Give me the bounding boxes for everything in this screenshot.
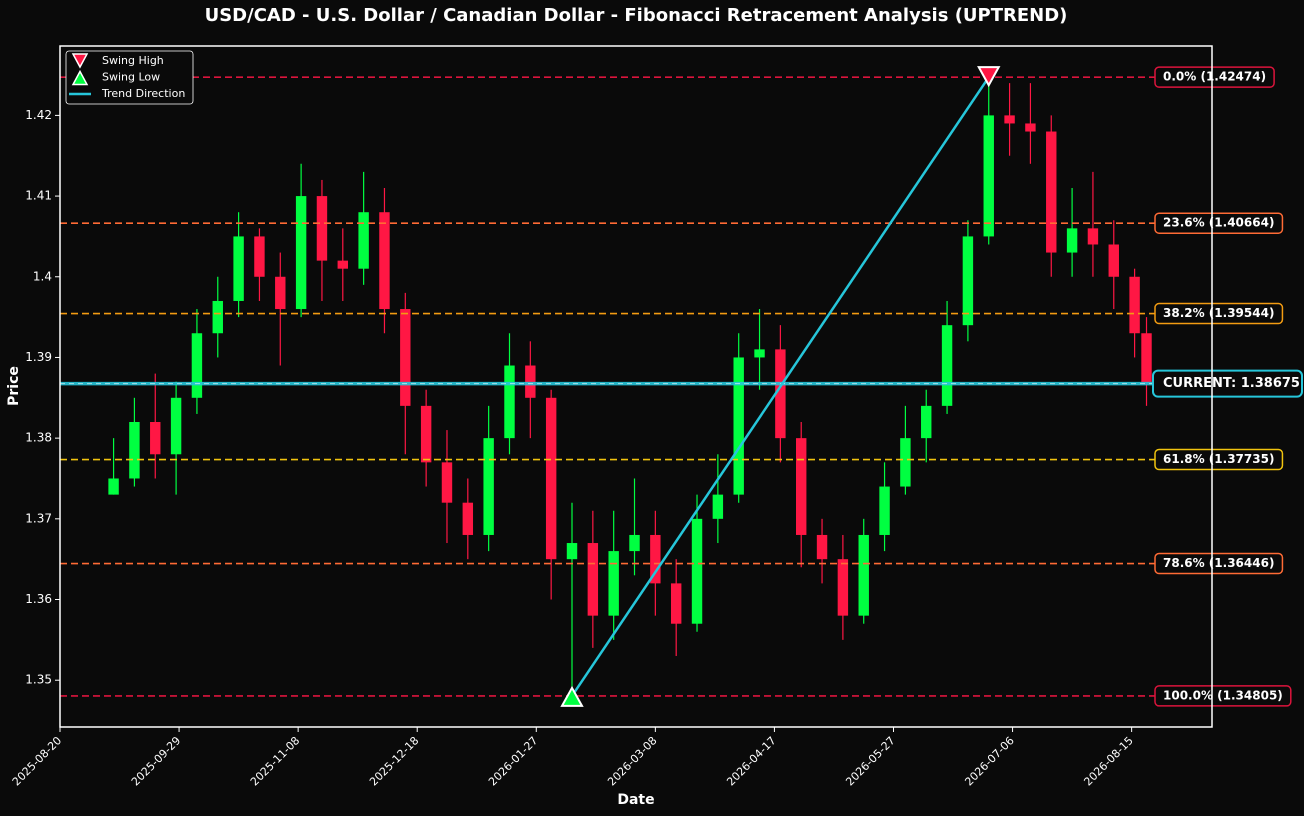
legend-box xyxy=(65,50,194,105)
y-tick-label: 1.38 xyxy=(25,431,52,445)
y-tick-label: 1.39 xyxy=(25,350,52,364)
chart-title: USD/CAD - U.S. Dollar / Canadian Dollar … xyxy=(205,5,1068,26)
y-tick-label: 1.4 xyxy=(33,269,52,283)
candle-body xyxy=(670,583,682,624)
candle-body xyxy=(129,422,140,479)
y-tick-label: 1.41 xyxy=(25,189,52,203)
candle-body xyxy=(400,309,411,406)
y-axis-label: Price xyxy=(6,366,22,406)
candle-body xyxy=(733,357,744,495)
legend-swing-low xyxy=(71,69,89,86)
candle-body xyxy=(754,349,765,358)
trend-line xyxy=(570,76,990,697)
candle-body xyxy=(712,494,724,519)
candle-body xyxy=(358,212,369,269)
candle-body xyxy=(462,502,474,535)
fib-label-box xyxy=(1154,448,1284,471)
y-tick-label: 1.42 xyxy=(25,108,52,122)
candle-body xyxy=(837,559,849,616)
candle-body xyxy=(566,543,578,560)
swing-high-marker xyxy=(977,66,1001,88)
fib-label: 78.6% (1.36446) xyxy=(1163,556,1274,570)
candle-body xyxy=(337,260,348,269)
fib-label: 100.0% (1.34805) xyxy=(1163,688,1283,702)
fib-label: 23.6% (1.40664) xyxy=(1163,216,1274,230)
candle-body xyxy=(983,115,994,237)
legend-label: Swing High xyxy=(102,54,164,67)
candles xyxy=(108,77,1152,696)
candle-body xyxy=(379,212,390,310)
current-price-label: CURRENT: 1.38675 xyxy=(1163,376,1300,391)
y-tick-label: 1.35 xyxy=(25,673,52,687)
candle-body xyxy=(483,438,494,535)
x-axis-label: Date xyxy=(617,792,654,808)
candle-body xyxy=(504,365,515,439)
candle-body xyxy=(1087,228,1099,245)
plot-area xyxy=(60,46,1212,727)
candle-body xyxy=(233,236,244,301)
candle-body xyxy=(275,276,286,310)
current-price-box xyxy=(1152,369,1303,398)
candle-body xyxy=(1046,131,1057,253)
candle-body xyxy=(316,196,328,261)
candle-body xyxy=(1004,115,1015,124)
candle-body xyxy=(295,196,307,310)
y-tick-label: 1.37 xyxy=(25,511,52,525)
candle-body xyxy=(650,534,661,584)
candle-body xyxy=(1129,276,1140,334)
candle-body xyxy=(816,534,828,560)
fib-label-box xyxy=(1154,685,1292,707)
fib-label-box xyxy=(1154,302,1284,325)
legend-label: Trend Direction xyxy=(101,87,185,100)
candle-body xyxy=(1066,228,1078,253)
candle-body xyxy=(545,397,557,560)
candle-body xyxy=(420,405,432,463)
fib-label-box xyxy=(1154,552,1284,575)
candle-body xyxy=(962,236,974,326)
candle-body xyxy=(629,534,640,552)
candle-body xyxy=(212,300,223,334)
candle-body xyxy=(941,325,953,406)
candle-body xyxy=(150,422,161,455)
candle-body xyxy=(775,349,786,439)
candle-body xyxy=(1108,244,1119,277)
candle-body xyxy=(858,534,869,616)
candle-body xyxy=(691,518,703,624)
candle-body xyxy=(1025,123,1036,132)
plot-border xyxy=(59,45,1213,728)
fib-label-box xyxy=(1154,212,1284,234)
legend-swing-high xyxy=(71,53,89,69)
candle-body xyxy=(170,397,182,455)
legend-label: Swing Low xyxy=(102,71,160,84)
candle-body xyxy=(108,478,119,495)
candle-body xyxy=(441,462,453,503)
fib-label: 0.0% (1.42474) xyxy=(1163,70,1266,84)
candle-body xyxy=(921,405,932,439)
fib-label: 61.8% (1.37735) xyxy=(1163,452,1274,466)
candle-body xyxy=(191,333,203,398)
candle-body xyxy=(608,551,619,616)
fib-label: 38.2% (1.39544) xyxy=(1163,306,1274,320)
fib-label-box xyxy=(1154,66,1275,88)
candle-body xyxy=(587,543,599,616)
swing-low-marker xyxy=(560,685,584,707)
candle-body xyxy=(900,438,911,487)
candle-body xyxy=(879,486,890,535)
candle-body xyxy=(796,438,807,535)
y-tick-label: 1.36 xyxy=(25,592,52,606)
candle-body xyxy=(1141,333,1152,384)
candle-body xyxy=(254,236,265,277)
candle-body xyxy=(525,365,536,398)
